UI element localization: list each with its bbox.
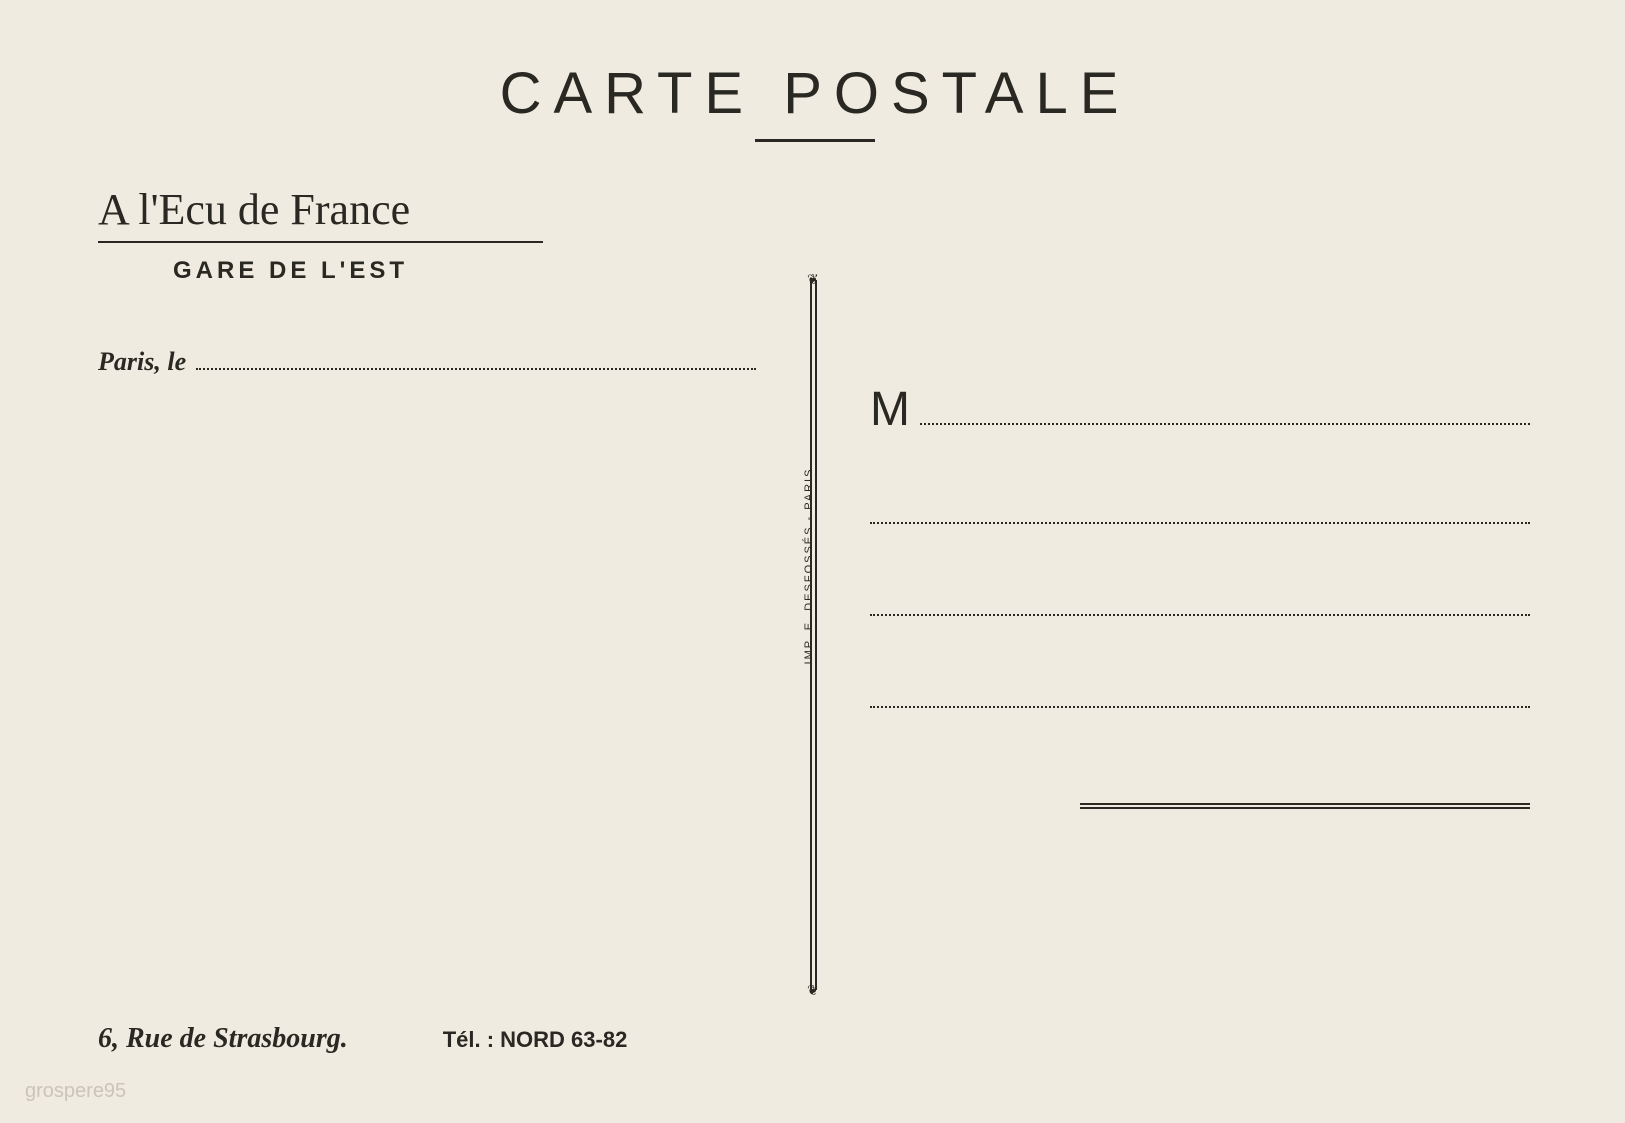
business-name-underline <box>98 241 543 243</box>
business-subtitle: GARE DE L'EST <box>173 257 1540 285</box>
date-dotted-line <box>196 368 756 370</box>
recipient-dotted-line <box>920 423 1530 425</box>
postcard-container: CARTE POSTALE A l'Ecu de France GARE DE … <box>0 0 1625 1123</box>
watermark-text: grospere95 <box>25 1080 126 1103</box>
footer-telephone: Tél. : NORD 63-82 <box>443 1027 628 1053</box>
date-line-section: Paris, le <box>98 347 1540 377</box>
address-double-underline <box>1080 803 1530 809</box>
address-line-2 <box>870 614 1530 616</box>
divider-line-right <box>815 280 817 990</box>
header-underline <box>755 139 875 142</box>
printer-credit: IMP. E. DESFOSSÉS - PARIS <box>803 441 815 691</box>
divider-ornament-top-icon: ❦ <box>807 272 819 289</box>
header-section: CARTE POSTALE <box>90 60 1540 142</box>
address-line-3 <box>870 706 1530 708</box>
divider-ornament-bottom-icon: ❦ <box>807 983 819 1000</box>
address-line-1 <box>870 522 1530 524</box>
recipient-line: M <box>870 382 1530 437</box>
business-name: A l'Ecu de France <box>98 184 1540 235</box>
footer-section: 6, Rue de Strasbourg. Tél. : NORD 63-82 <box>98 1023 627 1055</box>
vertical-divider: ❦ IMP. E. DESFOSSÉS - PARIS ❦ <box>810 280 818 990</box>
business-section: A l'Ecu de France GARE DE L'EST <box>98 184 1540 285</box>
footer-address: 6, Rue de Strasbourg. <box>98 1023 348 1055</box>
header-title: CARTE POSTALE <box>90 60 1540 127</box>
recipient-prefix: M <box>870 382 910 437</box>
address-section: M <box>870 382 1530 809</box>
date-label: Paris, le <box>98 347 186 377</box>
